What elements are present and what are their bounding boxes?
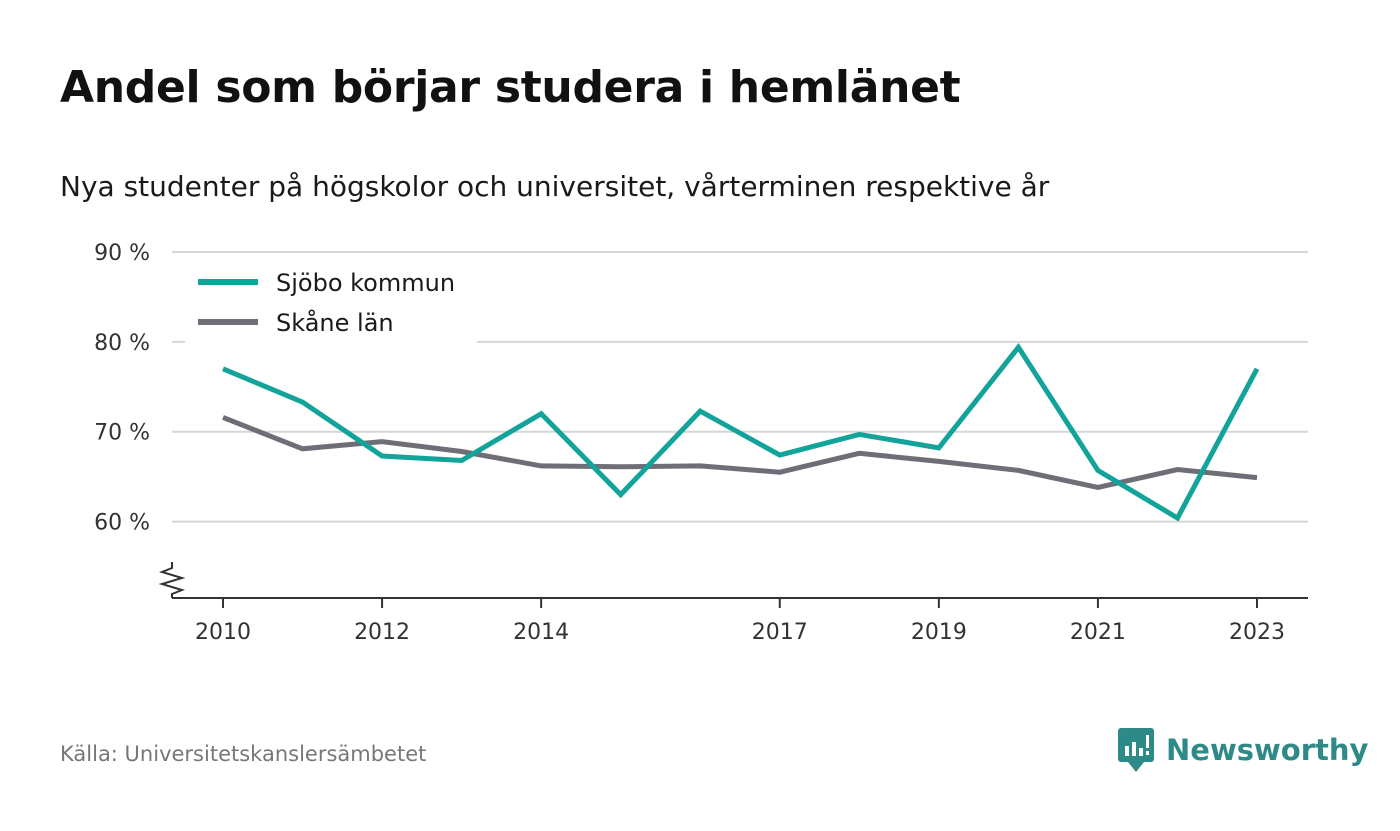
series-line-sjobo: [222, 343, 1260, 522]
brand-logo: Newsworthy: [1118, 728, 1368, 772]
series-line-skane: [222, 415, 1258, 491]
legend: Sjöbo kommun Skåne län: [185, 258, 477, 344]
x-tick-label: 2012: [354, 620, 410, 645]
legend-label: Skåne län: [276, 308, 394, 337]
series-lines: [222, 343, 1260, 522]
x-tick-label: 2014: [513, 620, 569, 645]
x-tick-label: 2019: [911, 620, 967, 645]
x-tick-label: 2017: [752, 620, 808, 645]
axis-break-mark: [158, 562, 186, 598]
chart-subtitle: Nya studenter på högskolor och universit…: [60, 170, 1050, 203]
x-tick-label: 2023: [1229, 620, 1285, 645]
y-tick-label: 80 %: [94, 331, 150, 356]
legend-background: [185, 258, 477, 344]
y-tick-label: 70 %: [94, 421, 150, 446]
legend-label: Sjöbo kommun: [276, 269, 455, 297]
x-tick-label: 2021: [1070, 620, 1126, 645]
source-note: Källa: Universitetskanslersämbetet: [60, 742, 427, 766]
x-tick-label: 2010: [195, 620, 251, 645]
newsworthy-logo-icon: [1118, 728, 1154, 772]
x-axis-ticks: 2010 2012 2014 2017 2019 2021 2023: [195, 598, 1285, 645]
y-tick-label: 90 %: [94, 241, 150, 266]
chart-title: Andel som börjar studera i hemlänet: [60, 62, 961, 113]
y-axis-ticks: 90 % 80 % 70 % 60 %: [94, 241, 150, 536]
y-tick-label: 60 %: [94, 511, 150, 536]
x-axis: [158, 562, 1308, 599]
line-chart: 90 % 80 % 70 % 60 % 2010 2012 2014 2017 2019 202…: [94, 241, 1308, 645]
brand-name: Newsworthy: [1166, 733, 1369, 767]
